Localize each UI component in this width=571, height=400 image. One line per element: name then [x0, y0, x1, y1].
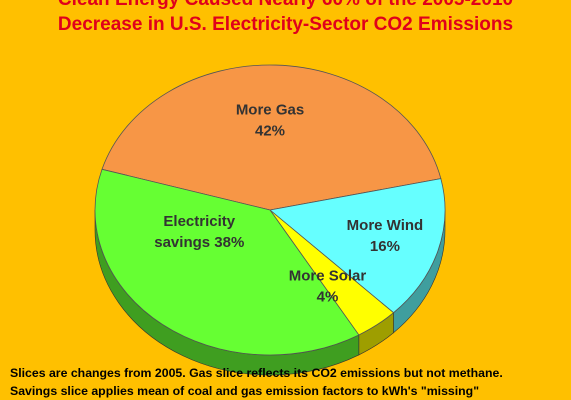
slice-label-3: Electricity savings 38%: [154, 213, 244, 251]
slice-label-1: More Wind 16%: [347, 217, 424, 255]
chart-title-line-2: Decrease in U.S. Electricity-Sector CO2 …: [57, 14, 514, 35]
footnote-line-2: Savings slice applies mean of coal and g…: [10, 384, 480, 398]
footnote-line-1: Slices are changes from 2005. Gas slice …: [10, 366, 503, 380]
slice-label-0: More Gas 42%: [236, 102, 304, 140]
pie-slice-1: [269, 178, 446, 314]
pie-slice-3: [94, 168, 360, 356]
pie-slice-0: [101, 64, 442, 211]
chart-title-line-1: Clean Energy Caused Nearly 60% of the 20…: [0, 0, 571, 11]
slice-label-2: More Solar 4%: [289, 268, 367, 306]
